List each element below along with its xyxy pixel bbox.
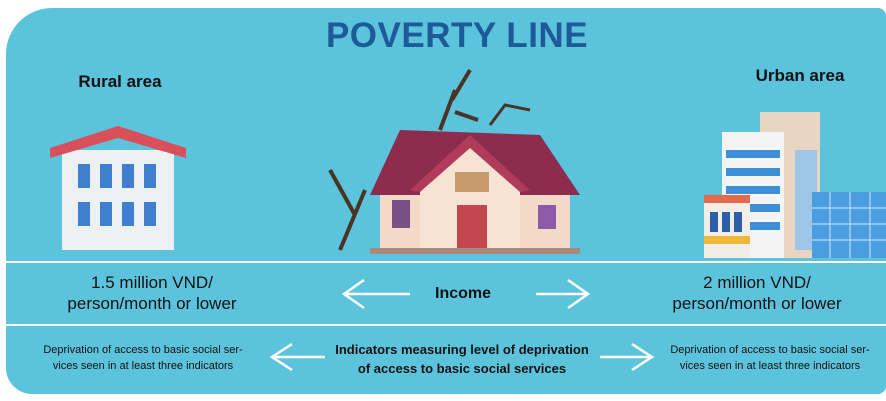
- rural-building: [50, 126, 186, 250]
- deprivation-label: Indicators measuring level of deprivatio…: [335, 340, 589, 378]
- line: person/month or lower: [672, 293, 841, 314]
- page: POVERTY LINE Rural area Urban area 1.5 m…: [0, 0, 886, 401]
- area-label: Urban area: [756, 66, 845, 86]
- line: of access to basic social services: [335, 359, 589, 378]
- income-text: 1.5 million VND/person/month or lower: [67, 272, 236, 314]
- line: person/month or lower: [67, 293, 236, 314]
- line: vices seen in at least three indicators: [670, 358, 869, 374]
- house: [330, 70, 580, 254]
- deprivation-text: Deprivation of access to basic social se…: [43, 342, 242, 374]
- line: Indicators measuring level of deprivatio…: [335, 340, 589, 359]
- income-label: Income: [435, 285, 491, 303]
- area-label: Rural area: [78, 72, 161, 92]
- deprivation-text: Deprivation of access to basic social se…: [670, 342, 869, 374]
- line: 1.5 million VND/: [67, 272, 236, 293]
- urban-buildings: [704, 112, 886, 258]
- income-text: 2 million VND/person/month or lower: [672, 272, 841, 314]
- title: POVERTY LINE: [326, 16, 588, 56]
- line: vices seen in at least three indicators: [43, 358, 242, 374]
- line: Deprivation of access to basic social se…: [670, 342, 869, 358]
- line: 2 million VND/: [672, 272, 841, 293]
- line: Deprivation of access to basic social se…: [43, 342, 242, 358]
